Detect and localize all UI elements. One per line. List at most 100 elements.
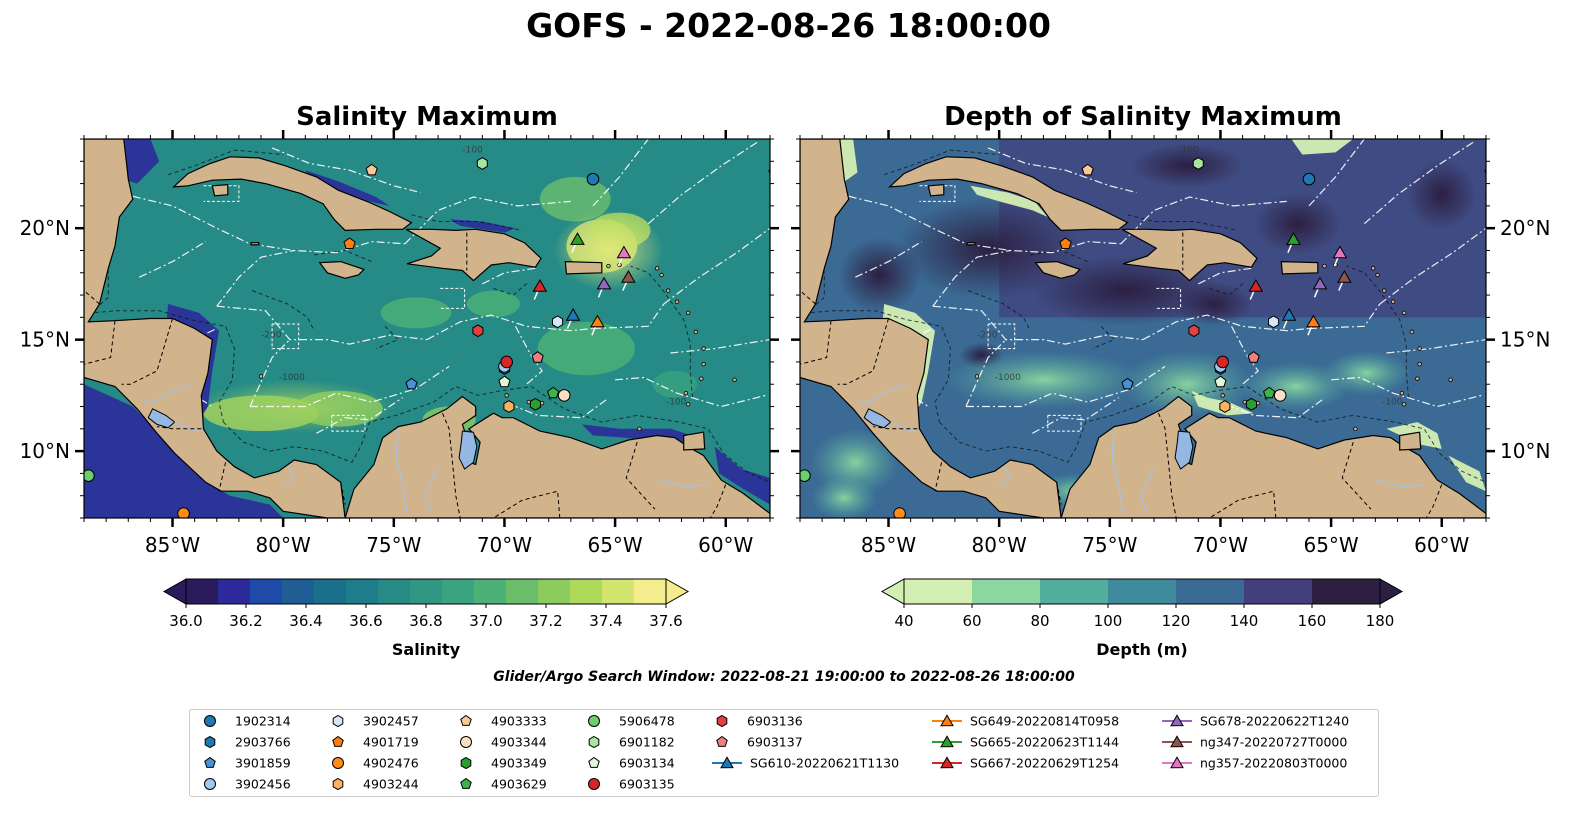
isobath-label: -100: [666, 397, 687, 407]
country-border: [872, 426, 918, 430]
eez-boundary: [663, 227, 770, 305]
legend-label: ng347-20220727T0000: [1200, 735, 1347, 750]
eez-boundary: [1331, 376, 1482, 408]
y-tick-label: 15°N: [20, 328, 70, 352]
small-island: [674, 299, 680, 304]
marker-5906478: [84, 469, 95, 482]
marker-SG610-20220621T1130: [565, 307, 581, 321]
legend-item-4903244: 4903244: [332, 777, 419, 792]
colorbar-swatch: [346, 579, 379, 604]
low-salinity-patch: [305, 170, 390, 206]
shallow-salmax-patch: [970, 185, 1048, 217]
figure-title: GOFS - 2022-08-26 18:00:00: [526, 6, 1051, 45]
salinity-patch: [537, 321, 636, 376]
eez-boundary: [615, 376, 766, 408]
marker-1902314: [1302, 172, 1316, 186]
colorbar-tick-label: 37.6: [649, 612, 682, 630]
platform-legend: 1902314 2903766 3901859 3902456 3902457 49017…: [189, 709, 1379, 797]
legend-marker: [204, 778, 216, 790]
legend-label: 6903137: [747, 735, 803, 750]
salinity-map: -100 -1000 -200 -100 85°W 80°W 75°W 70°W 65°W 60°…: [20, 130, 779, 557]
marker-SG678-20220622T1240: [1312, 276, 1328, 290]
protected-area-outline: [440, 287, 466, 309]
eez-boundary: [250, 365, 450, 408]
marker-4901719: [1059, 237, 1072, 249]
legend-label: 3901859: [235, 756, 291, 771]
marker-SG649-20220814T0958: [1306, 314, 1321, 328]
eez-boundary: [592, 139, 649, 207]
marker-6903136: [472, 324, 484, 338]
x-tick-label: 60°W: [1414, 533, 1469, 557]
small-island: [504, 393, 509, 398]
deep-salmax-patch: [1253, 192, 1343, 255]
country-border: [340, 482, 346, 505]
legend-marker: [716, 735, 728, 747]
isobath-label: -1000: [279, 373, 305, 383]
colorbar-tick-label: 160: [1298, 612, 1327, 630]
legend-label: 4903244: [363, 777, 419, 792]
depth-map: -100 -1000 -200 -100 85°W 80°W 75°W 70°W 65°W 60°…: [791, 130, 1550, 557]
eez-boundary: [1230, 326, 1259, 385]
small-island: [1401, 402, 1407, 407]
platform-markers: [800, 157, 1486, 518]
eez-boundary: [987, 147, 1137, 194]
colorbar-swatch: [378, 579, 411, 604]
eez-boundary: [1363, 140, 1476, 225]
land-mass: [250, 242, 260, 246]
shallow-salmax-patch: [1291, 139, 1354, 155]
eez-boundary: [1032, 397, 1120, 434]
eez-boundary: [647, 140, 760, 225]
eez-boundary: [1231, 399, 1323, 419]
legend-item-6903134: 6903134: [588, 756, 675, 771]
country-border: [1056, 482, 1062, 505]
legend-label: 5906478: [619, 714, 675, 729]
river: [859, 383, 907, 403]
small-island: [1220, 393, 1225, 398]
country-border: [1341, 442, 1372, 510]
colorbar-swatch: [904, 579, 973, 604]
legend-label: 4903344: [491, 735, 547, 750]
land-mass: [318, 260, 365, 279]
eez-boundary: [1142, 314, 1310, 341]
legend-item-4902476: 4902476: [332, 756, 419, 771]
deep-salmax-patch: [895, 196, 1082, 300]
small-island: [1382, 288, 1387, 293]
river: [174, 421, 202, 432]
colorbar-swatch: [538, 579, 571, 604]
colorbar-tick-label: 36.8: [409, 612, 442, 630]
colorbar-frame: [903, 578, 1381, 605]
legend-label: 6901182: [619, 735, 675, 750]
marker-5906478: [800, 469, 811, 482]
isobath-label: -100: [1382, 397, 1403, 407]
x-tick-label: 85°W: [861, 533, 916, 557]
land-mass: [1034, 260, 1081, 279]
salinity-patch: [652, 370, 697, 398]
small-island: [1375, 272, 1380, 278]
low-salinity-patch: [714, 446, 770, 505]
legend-label: SG610-20220621T1130: [750, 756, 899, 771]
eez-boundary: [965, 339, 1007, 407]
isobath-line: [630, 265, 693, 398]
isobath-label: -200: [977, 330, 998, 340]
country-border: [625, 442, 656, 510]
deep-salmax-patch: [1129, 143, 1245, 189]
land-mass: [927, 184, 945, 197]
eez-boundary: [271, 147, 421, 194]
eez-boundary: [855, 241, 923, 278]
salinity-patch: [466, 290, 520, 318]
legend-label: SG665-20220623T1144: [970, 735, 1119, 750]
eez-boundary: [426, 314, 594, 341]
colorbar-swatch: [1176, 579, 1245, 604]
legend-label: ng357-20220803T0000: [1200, 756, 1347, 771]
small-island: [701, 346, 706, 351]
legend-marker: [588, 778, 600, 790]
isobath-line: [314, 249, 372, 263]
shallow-salmax-patch: [1322, 350, 1411, 396]
marker-4903629: [1263, 386, 1276, 399]
legend-marker: [588, 756, 600, 768]
colorbar-swatch: [442, 579, 475, 604]
legend-marker: [204, 735, 216, 749]
colorbar-tick-label: 100: [1094, 612, 1123, 630]
small-island: [659, 272, 664, 278]
x-tick-label: 80°W: [256, 533, 311, 557]
